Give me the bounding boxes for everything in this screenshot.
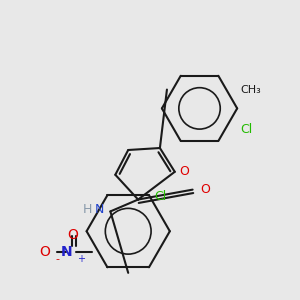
Text: -: -: [56, 254, 59, 264]
Text: O: O: [180, 165, 190, 178]
Text: Cl: Cl: [154, 190, 166, 203]
Text: N: N: [95, 203, 104, 216]
Text: +: +: [77, 254, 85, 264]
Text: Cl: Cl: [240, 123, 252, 136]
Text: N: N: [61, 245, 72, 259]
Text: H: H: [83, 203, 92, 216]
Text: O: O: [67, 228, 78, 242]
Text: CH₃: CH₃: [240, 85, 261, 94]
Text: O: O: [200, 183, 210, 196]
Text: O: O: [40, 245, 51, 259]
